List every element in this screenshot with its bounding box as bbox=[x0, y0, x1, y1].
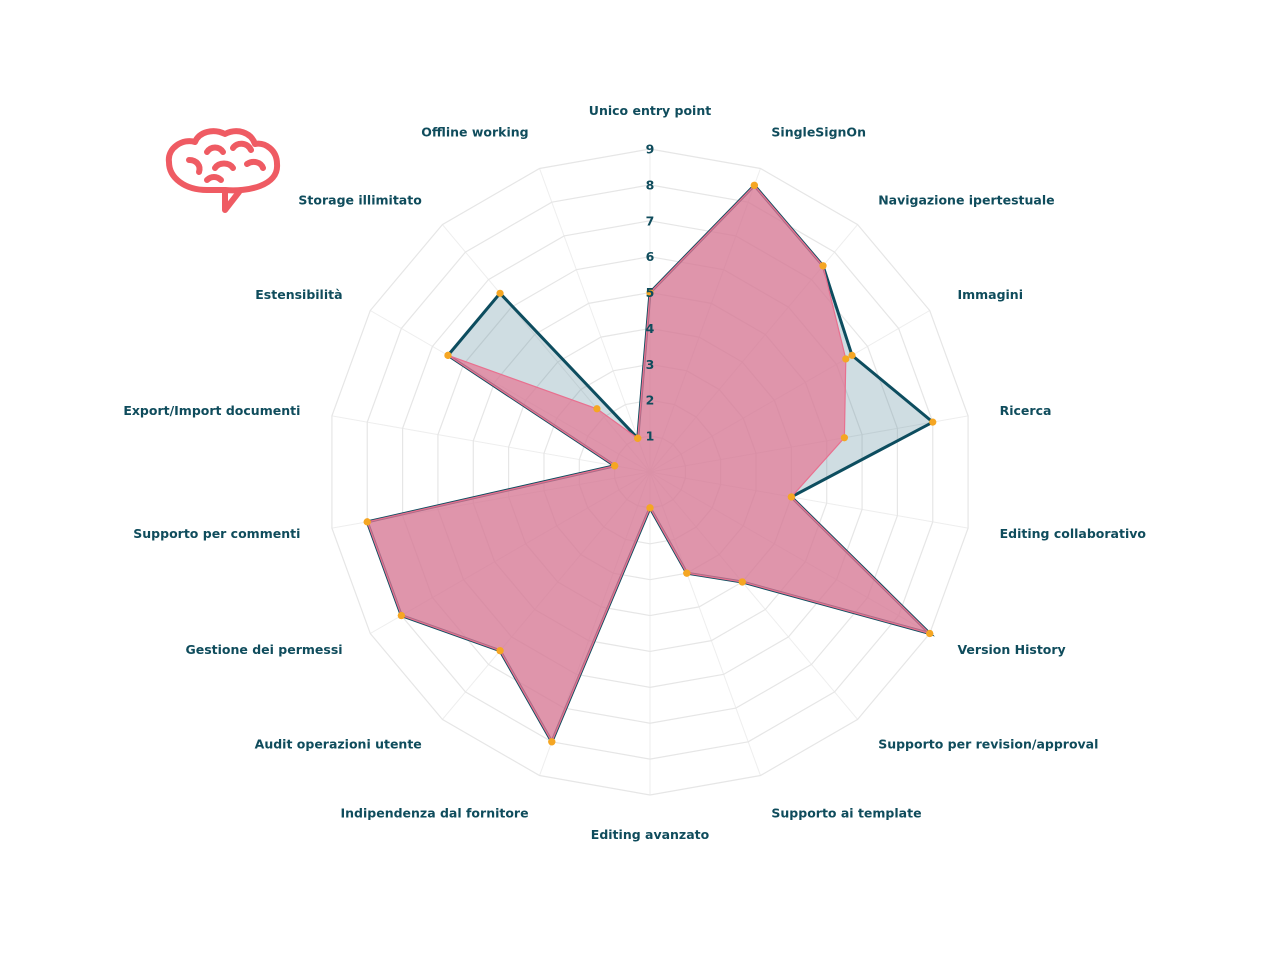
data-point[interactable] bbox=[646, 288, 654, 297]
radial-tick-label: 8 bbox=[646, 177, 655, 192]
data-point[interactable] bbox=[842, 355, 850, 363]
data-point[interactable] bbox=[593, 405, 601, 413]
data-point[interactable] bbox=[397, 611, 405, 620]
data-point[interactable] bbox=[683, 569, 691, 577]
axis-label: Editing avanzato bbox=[591, 827, 710, 842]
data-point[interactable] bbox=[444, 351, 452, 359]
data-point[interactable] bbox=[611, 462, 619, 470]
radial-tick-label: 4 bbox=[646, 321, 655, 336]
axis-label: Supporto per commenti bbox=[133, 526, 300, 541]
data-points bbox=[363, 181, 937, 746]
axis-label: Export/Import documenti bbox=[123, 403, 300, 418]
data-point[interactable] bbox=[496, 289, 504, 297]
radial-tick-label: 7 bbox=[646, 213, 655, 228]
axis-label: SingleSignOn bbox=[771, 124, 866, 139]
grid-ring bbox=[331, 148, 969, 796]
radial-tick-label: 6 bbox=[646, 249, 655, 264]
axis-label: Navigazione ipertestuale bbox=[878, 193, 1054, 208]
data-point[interactable] bbox=[819, 262, 827, 270]
axis-labels: Unico entry point SingleSignOn Navigazione… bbox=[123, 103, 1146, 842]
axis-label: Estensibilità bbox=[255, 287, 342, 302]
axis-spoke bbox=[539, 168, 651, 473]
brain-icon bbox=[165, 128, 280, 213]
radial-tick-label: 5 bbox=[646, 285, 655, 300]
data-point[interactable] bbox=[738, 578, 746, 586]
data-point[interactable] bbox=[929, 418, 937, 426]
radar-series bbox=[363, 181, 937, 746]
radial-tick-label: 1 bbox=[646, 429, 655, 444]
axis-label: Supporto ai template bbox=[771, 806, 921, 821]
grid-ring bbox=[366, 184, 934, 760]
data-point[interactable] bbox=[646, 504, 654, 512]
axis-label: Unico entry point bbox=[589, 103, 711, 118]
data-point[interactable] bbox=[848, 351, 856, 359]
radial-tick-label: 9 bbox=[646, 142, 655, 157]
data-point[interactable] bbox=[363, 518, 371, 526]
data-point[interactable] bbox=[840, 434, 848, 442]
radial-tick-label: 2 bbox=[646, 393, 655, 408]
axis-label: Offline working bbox=[421, 124, 528, 139]
axis-label: Supporto per revision/approval bbox=[878, 736, 1098, 751]
radial-tick-labels: 1 2 3 4 5 6 7 8 9 bbox=[646, 142, 655, 444]
axis-label: Ricerca bbox=[1000, 403, 1052, 418]
data-point[interactable] bbox=[787, 493, 795, 501]
data-point[interactable] bbox=[750, 181, 758, 189]
axis-spoke bbox=[331, 415, 651, 473]
axis-label: Editing collaborativo bbox=[1000, 526, 1147, 541]
data-point[interactable] bbox=[926, 629, 934, 638]
axis-label: Storage illimitato bbox=[298, 193, 422, 208]
data-point[interactable] bbox=[548, 738, 556, 746]
radial-tick-label: 3 bbox=[646, 357, 655, 372]
data-point[interactable] bbox=[634, 434, 642, 442]
axis-label: Immagini bbox=[957, 287, 1023, 302]
axis-label: Gestione dei permessi bbox=[185, 642, 342, 657]
grid-ring bbox=[401, 220, 899, 724]
axis-label: Audit operazioni utente bbox=[255, 736, 422, 751]
data-point[interactable] bbox=[496, 647, 504, 655]
axis-label: Version History bbox=[957, 642, 1065, 657]
axis-label: Indipendenza dal fornitore bbox=[340, 806, 528, 821]
